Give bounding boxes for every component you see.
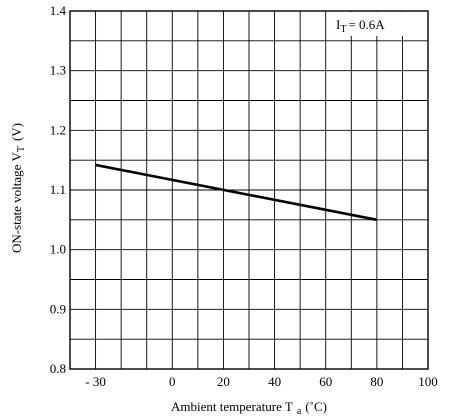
series-line [95, 163, 378, 222]
current-annotation: IT = 0.6A [336, 17, 385, 35]
series-layer [95, 163, 378, 222]
x-tick-label: 80 [370, 374, 383, 389]
tick-labels: - 30 0 20 40 60 80 100 0.8 0.9 1.0 1.1 1.2 1.3 1.4 [50, 3, 438, 389]
x-tick-label: 60 [319, 374, 332, 389]
x-tick-label: 0 [169, 374, 176, 389]
grid [70, 11, 428, 369]
y-tick-label: 1.0 [50, 242, 66, 257]
annotation-background [330, 12, 422, 36]
y-tick-label: 1.1 [50, 182, 66, 197]
x-tick-label: 20 [217, 374, 230, 389]
x-tick-label: - 30 [85, 374, 106, 389]
plot-frame [69, 10, 429, 370]
y-tick-label: 1.2 [50, 122, 66, 137]
y-tick-label: 0.9 [50, 301, 66, 316]
x-tick-label: 40 [268, 374, 281, 389]
x-tick-label: 100 [418, 374, 438, 389]
y-tick-label: 0.8 [50, 361, 66, 376]
y-tick-label: 1.3 [50, 63, 66, 78]
y-axis-label: ON-state voltage VT(V) [9, 123, 27, 253]
y-tick-label: 1.4 [50, 3, 67, 18]
